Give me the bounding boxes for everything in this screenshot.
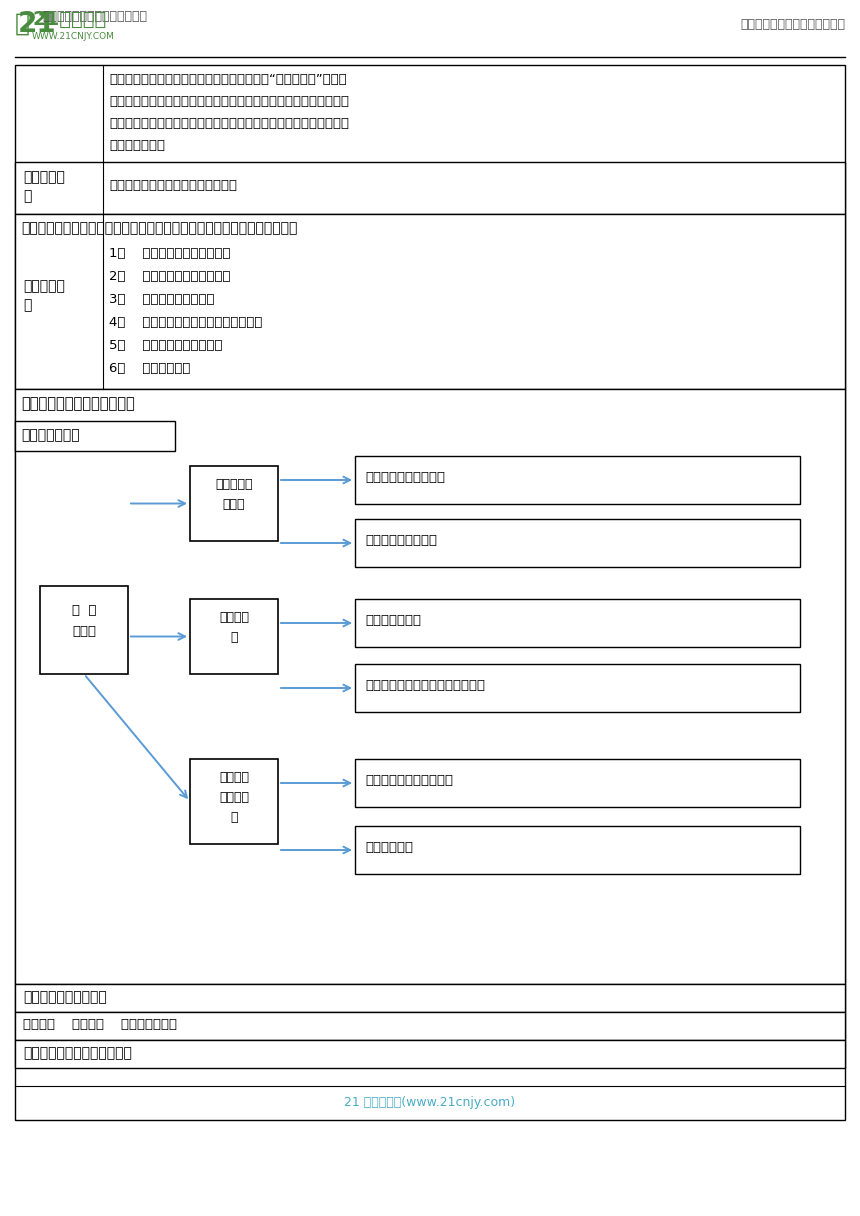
Text: 实验探究    观察图片    分析图表、数据: 实验探究 观察图片 分析图表、数据 (23, 1018, 177, 1031)
Bar (15, 1012, 845, 1040)
Bar (15, 389, 845, 984)
Text: 食物的消化这一话题。本节第一个学习任务是“食物的消化”，包括: 食物的消化这一话题。本节第一个学习任务是“食物的消化”，包括 (109, 73, 347, 86)
Text: 识的认知规律。: 识的认知规律。 (109, 139, 165, 152)
Text: 消化和吸
收: 消化和吸 收 (219, 610, 249, 644)
Text: 各类营养物质的作用: 各类营养物质的作用 (365, 534, 437, 547)
Text: 三、单元知识关系及教学流程: 三、单元知识关系及教学流程 (21, 396, 135, 411)
Text: 二、单元学习目标设计（基于标准、分析教材、结合学情，体现素养导向）: 二、单元学习目标设计（基于标准、分析教材、结合学情，体现素养导向） (21, 221, 298, 235)
Bar (190, 599, 278, 674)
Text: 食物中的营
养物质: 食物中的营 养物质 (215, 478, 253, 511)
Text: 单元概念结构图: 单元概念结构图 (21, 428, 80, 441)
Bar (355, 664, 800, 713)
Bar (355, 456, 800, 503)
Text: 21: 21 (18, 10, 57, 38)
Text: 中的变化。教材在编写中遵循了从结构到功能、从感性认识到理性认: 中的变化。教材在编写中遵循了从结构到功能、从感性认识到理性认 (109, 117, 349, 130)
Bar (190, 759, 278, 844)
Text: 21 世纪教育网(www.21cnjy.com): 21 世纪教育网(www.21cnjy.com) (345, 1096, 515, 1109)
Bar (15, 984, 845, 1012)
Text: 消化系统的组成: 消化系统的组成 (365, 614, 421, 627)
Text: 中小学教育资源及组卷应用平台: 中小学教育资源及组卷应用平台 (42, 10, 147, 23)
Text: 食物的消化与营养物质的吸收过程: 食物的消化与营养物质的吸收过程 (365, 679, 485, 692)
Text: 教学辅助支
持: 教学辅助支 持 (23, 170, 64, 203)
Text: 21世纪教育: 21世纪教育 (32, 10, 107, 29)
Text: 3、    人体消化系统的组成: 3、 人体消化系统的组成 (109, 293, 214, 306)
Text: 5、    尝试设计一份营养食谱: 5、 尝试设计一份营养食谱 (109, 339, 223, 351)
Text: 消化的概念、消化系统的组成、食物匀消化的过程及探究馒头在口腔: 消化的概念、消化系统的组成、食物匀消化的过程及探究馒头在口腔 (109, 95, 349, 108)
Bar (355, 519, 800, 567)
Text: WWW.21CNJY.COM: WWW.21CNJY.COM (32, 32, 115, 41)
Text: 培养学生解读图表和分析数据的能力: 培养学生解读图表和分析数据的能力 (109, 179, 237, 192)
Bar (355, 599, 800, 647)
Text: 4、    食物的消化和营养物质的吸收过程: 4、 食物的消化和营养物质的吸收过程 (109, 316, 262, 330)
Text: 1、    人体需要的主要营养物质: 1、 人体需要的主要营养物质 (109, 247, 230, 260)
Text: 6、    关注食品安全: 6、 关注食品安全 (109, 362, 190, 375)
Bar (355, 826, 800, 874)
Bar (40, 586, 128, 674)
Text: 设计一份营养合理的食谱: 设计一份营养合理的食谱 (365, 775, 453, 787)
Text: 单元生物科学方法归纳: 单元生物科学方法归纳 (23, 990, 107, 1004)
Bar (15, 64, 845, 1120)
Text: 单元学习目
标: 单元学习目 标 (23, 278, 64, 313)
Text: 单元知识演进及教学流程描述: 单元知识演进及教学流程描述 (23, 1046, 132, 1060)
Text: 关注食品安全: 关注食品安全 (365, 841, 413, 854)
Text: 中小学教育资源及组卷应用平台: 中小学教育资源及组卷应用平台 (740, 18, 845, 30)
Bar (15, 1040, 845, 1068)
Bar (15, 421, 175, 451)
Bar (355, 759, 800, 807)
Bar (190, 466, 278, 541)
Text: 2、    各类营养物质的主要作用: 2、 各类营养物质的主要作用 (109, 270, 230, 283)
Bar (15, 162, 845, 214)
Text: 人: 人 (15, 12, 30, 36)
Text: 合理营养
与食品安
全: 合理营养 与食品安 全 (219, 771, 249, 824)
Bar (15, 214, 845, 389)
Text: 人  体
的营养: 人 体 的营养 (71, 604, 96, 638)
Text: 人体需要的的营养物质: 人体需要的的营养物质 (365, 471, 445, 484)
